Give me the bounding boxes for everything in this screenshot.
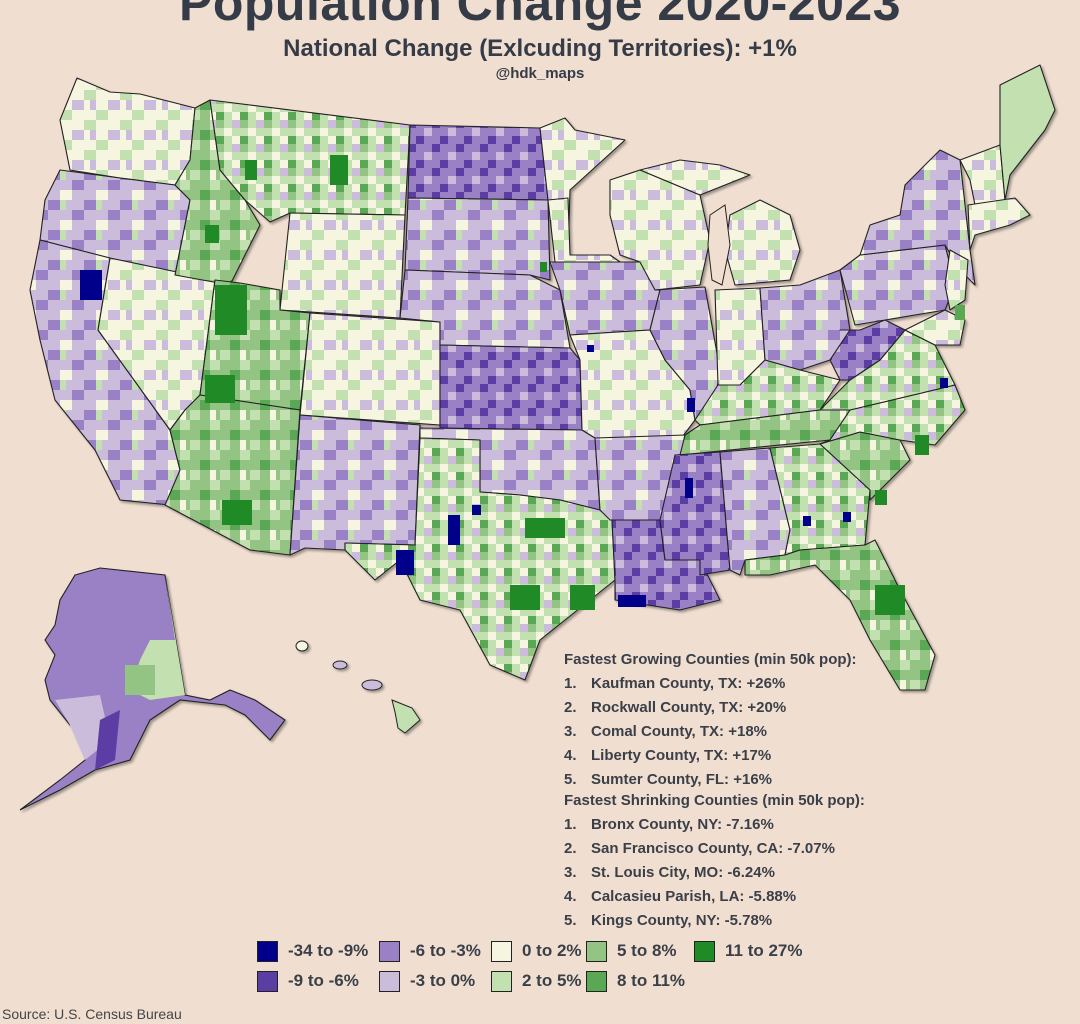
list-item: 3. St. Louis City, MO: -6.24% (564, 864, 775, 881)
legend-item: -9 to -6% (257, 970, 379, 992)
author-credit: @hdk_maps (495, 65, 585, 82)
lake-michigan (707, 204, 731, 286)
fastest-growing-list: Fastest Growing Counties (min 50k pop): … (564, 648, 857, 792)
list-item: 2. San Francisco County, CA: -7.07% (564, 840, 835, 857)
state-maryland-delaware (904, 309, 966, 346)
highlight-counties (80, 155, 965, 615)
list-item: 4. Calcasieu Parish, LA: -5.88% (564, 888, 797, 905)
state-kansas (439, 344, 583, 431)
contiguous-us (29, 64, 1056, 691)
legend-item: -6 to -3% (379, 940, 491, 962)
state-massachusetts-ct-ri (967, 197, 1031, 251)
state-washington (59, 77, 196, 186)
legend-swatch (257, 940, 278, 962)
alaska-southwest (55, 695, 110, 760)
hawaii-oahu (332, 660, 348, 670)
state-vermont-nh (959, 144, 1006, 206)
list-item: 2. Rockwall County, TX: +20% (564, 699, 787, 716)
legend-item: -34 to -9% (257, 940, 379, 962)
legend-item: 5 to 8% (586, 940, 694, 962)
alaska-interior-green (125, 665, 155, 695)
legend-swatch (379, 940, 400, 962)
state-pennsylvania (839, 244, 956, 326)
list-item: 1. Kaufman County, TX: +26% (564, 675, 786, 692)
legend: -34 to -9% -6 to -3% 0 to 2% 5 to 8% 11 … (257, 940, 824, 992)
alaska (19, 567, 286, 811)
state-colorado (299, 312, 441, 426)
list-item: 5. Kings County, NY: -5.78% (564, 912, 773, 929)
source-note: Source: U.S. Census Bureau (2, 1006, 182, 1022)
legend-item: 0 to 2% (491, 940, 586, 962)
legend-swatch (491, 940, 512, 962)
list-item: 3. Comal County, TX: +18% (564, 723, 768, 740)
state-south-dakota (404, 197, 551, 281)
hawaii (295, 640, 421, 734)
list-item: 5. Sumter County, FL: +16% (564, 771, 772, 788)
legend-item: 8 to 11% (586, 970, 694, 992)
state-minnesota-south (547, 197, 621, 263)
fastest-shrinking-list: Fastest Shrinking Counties (min 50k pop)… (564, 789, 865, 933)
great-lakes (707, 204, 731, 286)
legend-item: 11 to 27% (694, 940, 824, 962)
legend-swatch (379, 970, 400, 992)
state-michigan-up (639, 159, 751, 196)
legend-swatch (491, 970, 512, 992)
legend-item: 2 to 5% (491, 970, 586, 992)
legend-swatch (586, 940, 607, 962)
state-maine (999, 64, 1056, 201)
hawaii-maui (361, 679, 383, 691)
state-florida (744, 539, 936, 691)
map-title: Population Change 2020-2023 (178, 0, 902, 31)
state-new-mexico (289, 414, 421, 556)
legend-swatch (257, 970, 278, 992)
legend-swatch (586, 970, 607, 992)
fastest-growing-heading: Fastest Growing Counties (min 50k pop): (564, 651, 857, 668)
list-item: 1. Bronx County, NY: -7.16% (564, 816, 774, 833)
hawaii-big-island (391, 699, 421, 734)
alaska-peninsula (95, 710, 120, 770)
fastest-shrinking-heading: Fastest Shrinking Counties (min 50k pop)… (564, 792, 865, 809)
legend-item: -3 to 0% (379, 970, 491, 992)
state-north-dakota (407, 124, 549, 201)
legend-swatch (694, 940, 715, 962)
state-iowa (549, 261, 661, 336)
map-subtitle: National Change (Exlcuding Territories):… (283, 35, 797, 62)
state-arizona (164, 394, 301, 556)
list-item: 4. Liberty County, TX: +17% (564, 747, 772, 764)
state-new-jersey (944, 249, 969, 311)
state-texas (344, 437, 616, 681)
state-west-virginia (829, 319, 906, 381)
hawaii-kauai (295, 640, 309, 652)
state-wyoming (279, 212, 406, 319)
state-michigan (724, 199, 801, 286)
